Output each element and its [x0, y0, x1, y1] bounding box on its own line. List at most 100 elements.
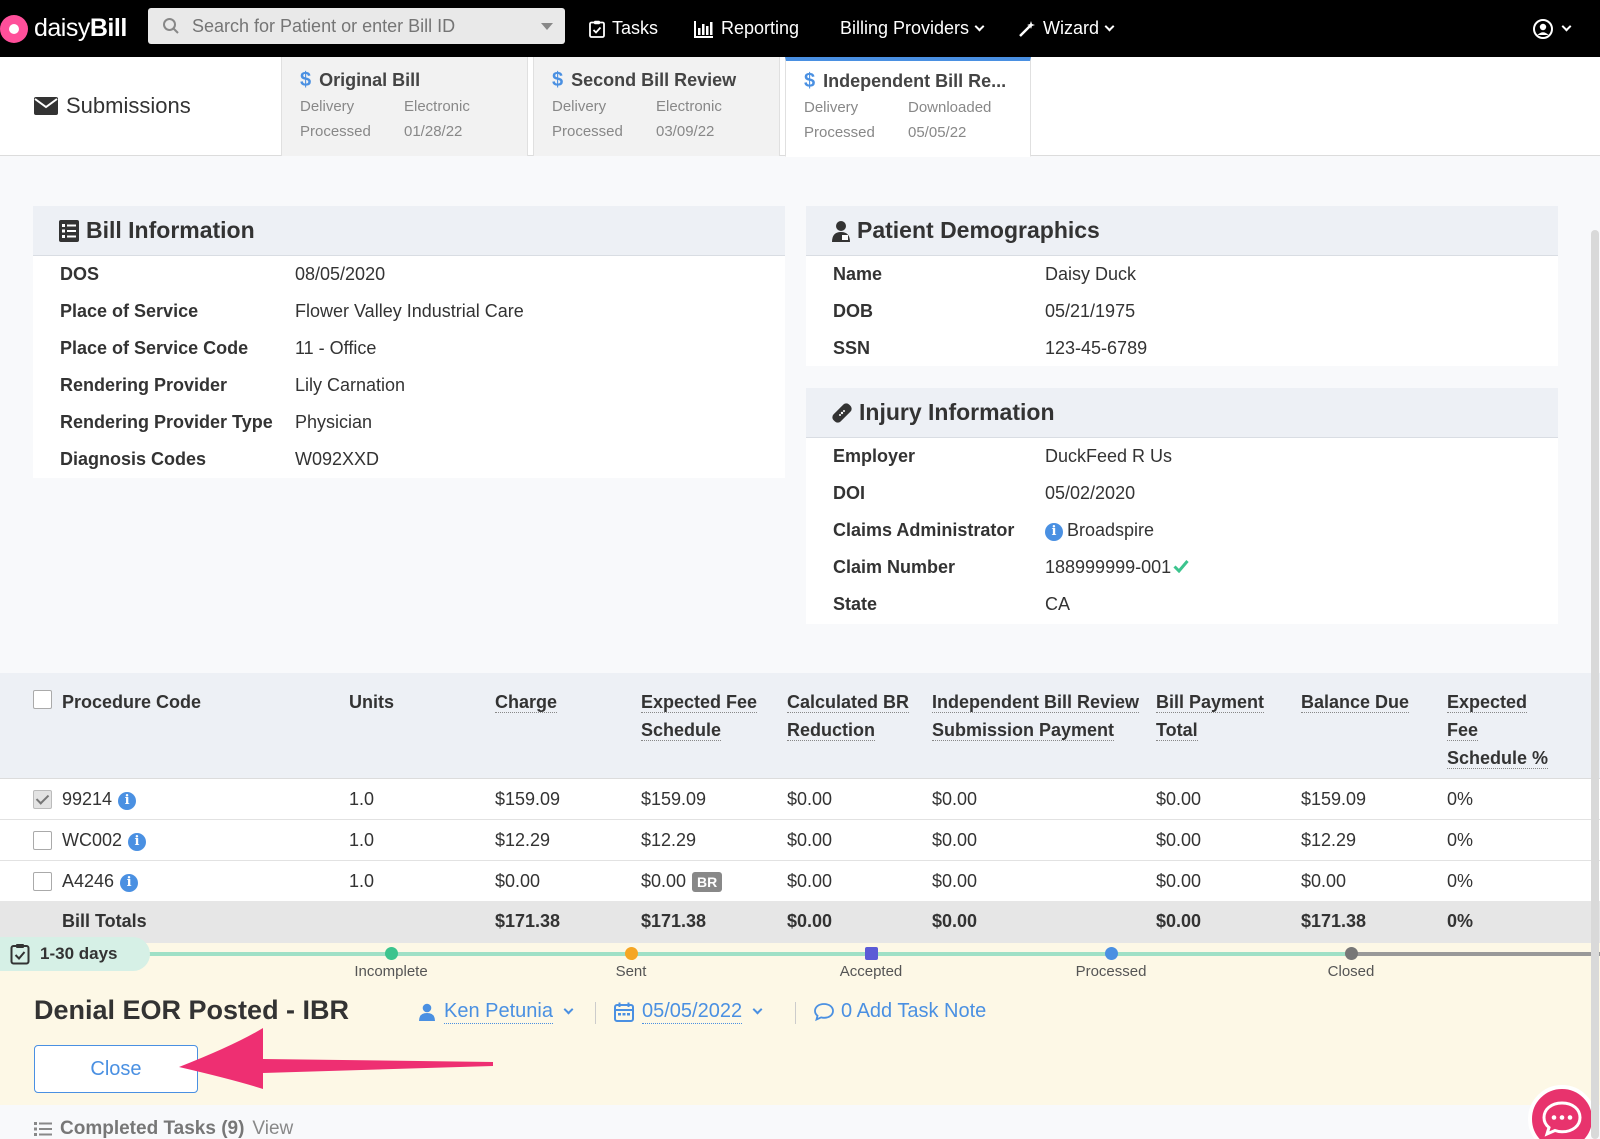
cell-code: WC002 i [62, 830, 147, 851]
table-row: WC002 i 1.0 $12.29 $12.29 $0.00 $0.00 $0.… [0, 820, 1600, 861]
info-icon[interactable]: i [128, 833, 147, 851]
bill-information-header: Bill Information [33, 206, 785, 256]
bill-info-label: Rendering Provider Type [60, 412, 273, 432]
header-bill-payment-total[interactable]: Bill Payment Total [1156, 692, 1265, 741]
header-ibr-submission-payment[interactable]: Independent Bill Review Submission Paymen… [932, 692, 1140, 741]
submissions-title: Submissions [34, 93, 191, 119]
stage-label-processed: Processed [1075, 963, 1147, 980]
submission-tab-original-bill[interactable]: $ Original Bill Delivery Electronic Proce… [281, 57, 528, 156]
bar-chart-icon [694, 20, 713, 38]
info-icon[interactable]: i [118, 792, 137, 810]
tab-row2-label: Processed [300, 123, 371, 140]
claim-number-value: 188999999-001 [1045, 557, 1189, 578]
bill-info-value: Flower Valley Industrial Care [295, 301, 524, 321]
daisybill-logo[interactable]: daisyBill [0, 0, 145, 57]
cell-charge: $159.09 [495, 789, 561, 809]
verified-check-icon [1173, 560, 1189, 574]
stage-accepted-check-icon [865, 947, 878, 960]
close-task-button[interactable]: Close [34, 1045, 198, 1093]
cell-pct: 0% [1447, 789, 1474, 809]
bill-info-value: Lily Carnation [295, 375, 406, 395]
injury-label: DOI [833, 483, 866, 503]
table-row: 99214 i 1.0 $159.09 $159.09 $0.00 $0.00 $… [0, 779, 1600, 820]
stage-incomplete-check-icon [385, 947, 398, 960]
tab-row1-value: Electronic [656, 98, 722, 115]
select-all-checkbox[interactable] [33, 690, 52, 709]
header-balance-due[interactable]: Balance Due [1301, 692, 1410, 713]
annotation-arrow [179, 1028, 493, 1089]
nav-tasks-label: Tasks [612, 18, 659, 38]
user-menu[interactable] [1533, 0, 1572, 57]
row-checkbox[interactable] [33, 790, 52, 809]
clipboard-check-icon [10, 944, 30, 965]
cell-bpt: $0.00 [1156, 830, 1202, 850]
cell-cbr: $0.00 [787, 789, 833, 809]
search-dropdown-icon[interactable] [541, 23, 553, 30]
bill-info-value: Physician [295, 412, 373, 432]
submission-tab-independent-bill-review[interactable]: $ Independent Bill Re... Delivery Downloa… [785, 57, 1031, 157]
nav-reporting[interactable]: Reporting [694, 0, 799, 57]
row-checkbox[interactable] [33, 872, 52, 891]
completed-tasks: Completed Tasks (9) View [34, 1118, 293, 1139]
cell-pct: 0% [1447, 830, 1474, 850]
total-bpt: $0.00 [1156, 911, 1202, 931]
add-task-note-link[interactable]: 0 Add Task Note [813, 1000, 986, 1023]
stage-label-closed: Closed [1327, 963, 1375, 980]
cell-pct: 0% [1447, 871, 1474, 891]
header-expected-fee-schedule-pct[interactable]: Expected Fee Schedule % [1447, 692, 1549, 769]
claims-administrator-link[interactable]: i Broadspire [1045, 520, 1154, 541]
progress-remaining-line [1352, 952, 1600, 956]
injury-label: Employer [833, 446, 916, 466]
bandage-icon [832, 402, 852, 423]
total-charge: $171.38 [495, 911, 561, 931]
stage-label-accepted: Accepted [839, 963, 903, 980]
speech-bubble-icon [814, 1002, 834, 1021]
stage-sent-arrow-icon [625, 947, 638, 960]
nav-billing-providers[interactable]: Billing Providers [840, 0, 985, 57]
header-calculated-br-reduction[interactable]: Calculated BR Reduction [787, 692, 910, 741]
tab-row1-label: Delivery [552, 98, 607, 115]
cell-cbr: $0.00 [787, 871, 833, 891]
chevron-down-icon [974, 21, 985, 32]
stage-processed-dollar-icon [1105, 947, 1118, 960]
cell-efs: $159.09 [641, 789, 707, 809]
search-box[interactable] [148, 8, 565, 44]
header-procedure-code: Procedure Code [62, 692, 202, 712]
user-circle-icon [1533, 18, 1553, 39]
info-icon[interactable]: i [120, 874, 139, 892]
injury-value: DuckFeed R Us [1045, 446, 1173, 466]
cell-balance: $12.29 [1301, 830, 1357, 850]
info-icon[interactable]: i [1045, 523, 1063, 541]
chevron-down-icon [1561, 21, 1572, 32]
patient-icon [832, 220, 850, 242]
cell-charge: $12.29 [495, 830, 551, 850]
task-date-dropdown[interactable]: 05/05/2022 [614, 1000, 763, 1024]
user-icon [419, 1003, 435, 1021]
patient-label: Name [833, 264, 883, 284]
page-scrollbar[interactable] [1591, 230, 1599, 1139]
row-checkbox[interactable] [33, 831, 52, 850]
injury-label: State [833, 594, 878, 614]
tab-row2-value: 03/09/22 [656, 123, 715, 140]
header-expected-fee-schedule[interactable]: Expected Fee Schedule [641, 692, 758, 741]
patient-demographics-header: Patient Demographics [806, 206, 1558, 256]
bill-list-icon [59, 219, 79, 242]
total-pct: 0% [1447, 911, 1474, 931]
brand-bold: Bill [89, 14, 127, 42]
cell-efs: $12.29 [641, 830, 697, 850]
nav-tasks[interactable]: Tasks [589, 0, 658, 57]
task-assignee-dropdown[interactable]: Ken Petunia [419, 1000, 574, 1024]
br-badge[interactable]: BR [692, 872, 723, 892]
view-completed-tasks-link[interactable]: View [252, 1118, 294, 1139]
cell-units: 1.0 [349, 789, 375, 809]
magic-wand-icon [1019, 20, 1035, 37]
nav-wizard[interactable]: Wizard [1018, 0, 1115, 57]
bill-totals-row: Bill Totals $171.38 $171.38 $0.00 $0.00 … [0, 901, 1600, 943]
tab-row1-label: Delivery [804, 99, 859, 116]
daisy-flower-icon [0, 14, 28, 43]
header-charge[interactable]: Charge [495, 692, 558, 713]
cell-ibr: $0.00 [932, 871, 978, 891]
submission-tab-second-bill-review[interactable]: $ Second Bill Review Delivery Electronic … [533, 57, 780, 156]
bill-info-label: Place of Service [60, 301, 199, 321]
search-input[interactable] [192, 15, 522, 37]
